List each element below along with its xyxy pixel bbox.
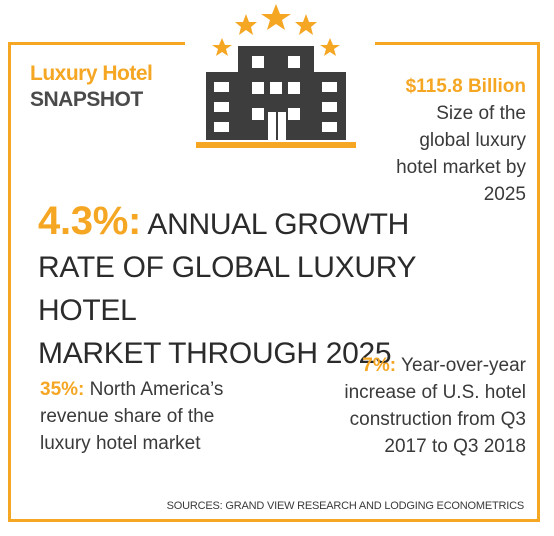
growth-rate-headline: 4.3%: ANNUAL GROWTH RATE OF GLOBAL LUXUR… [38, 200, 518, 375]
market-size-stat: $115.8 Billion Size of the global luxury… [356, 73, 526, 208]
growth-rate-value: 4.3%: [38, 199, 141, 243]
hotel-building-with-stars-icon [196, 4, 356, 148]
revenue-share-stat: 35%: North America’s revenue share of th… [40, 376, 300, 457]
revenue-share-value: 35%: [40, 379, 85, 400]
growth-rate-line3: MARKET THROUGH 2025 [38, 337, 392, 370]
growth-rate-line1: ANNUAL GROWTH [141, 208, 410, 241]
market-size-line3: hotel market by [396, 157, 526, 178]
market-size-line1: Size of the [436, 103, 526, 124]
construction-line3: construction from Q3 [349, 409, 526, 430]
market-size-value: $115.8 Billion [405, 76, 526, 97]
construction-line4: 2017 to Q3 2018 [384, 436, 526, 457]
construction-stat: 7%: Year-over-year increase of U.S. hote… [296, 352, 526, 460]
growth-rate-line2: RATE OF GLOBAL LUXURY HOTEL [38, 251, 416, 327]
revenue-share-line3: luxury hotel market [40, 433, 201, 454]
construction-line2: increase of U.S. hotel [344, 382, 526, 403]
market-size-line2: global luxury [419, 130, 526, 151]
title-snapshot: SNAPSHOT [30, 88, 143, 111]
construction-value: 7%: [362, 355, 397, 376]
sources-note: SOURCES: GRAND VIEW RESEARCH AND LODGING… [166, 500, 525, 512]
revenue-share-line2: revenue share of the [40, 406, 215, 427]
revenue-share-line1: North America’s [84, 379, 224, 400]
construction-line1: Year-over-year [396, 355, 526, 376]
title-luxury-hotel: Luxury Hotel [30, 62, 153, 85]
market-size-line4: 2025 [483, 184, 526, 205]
